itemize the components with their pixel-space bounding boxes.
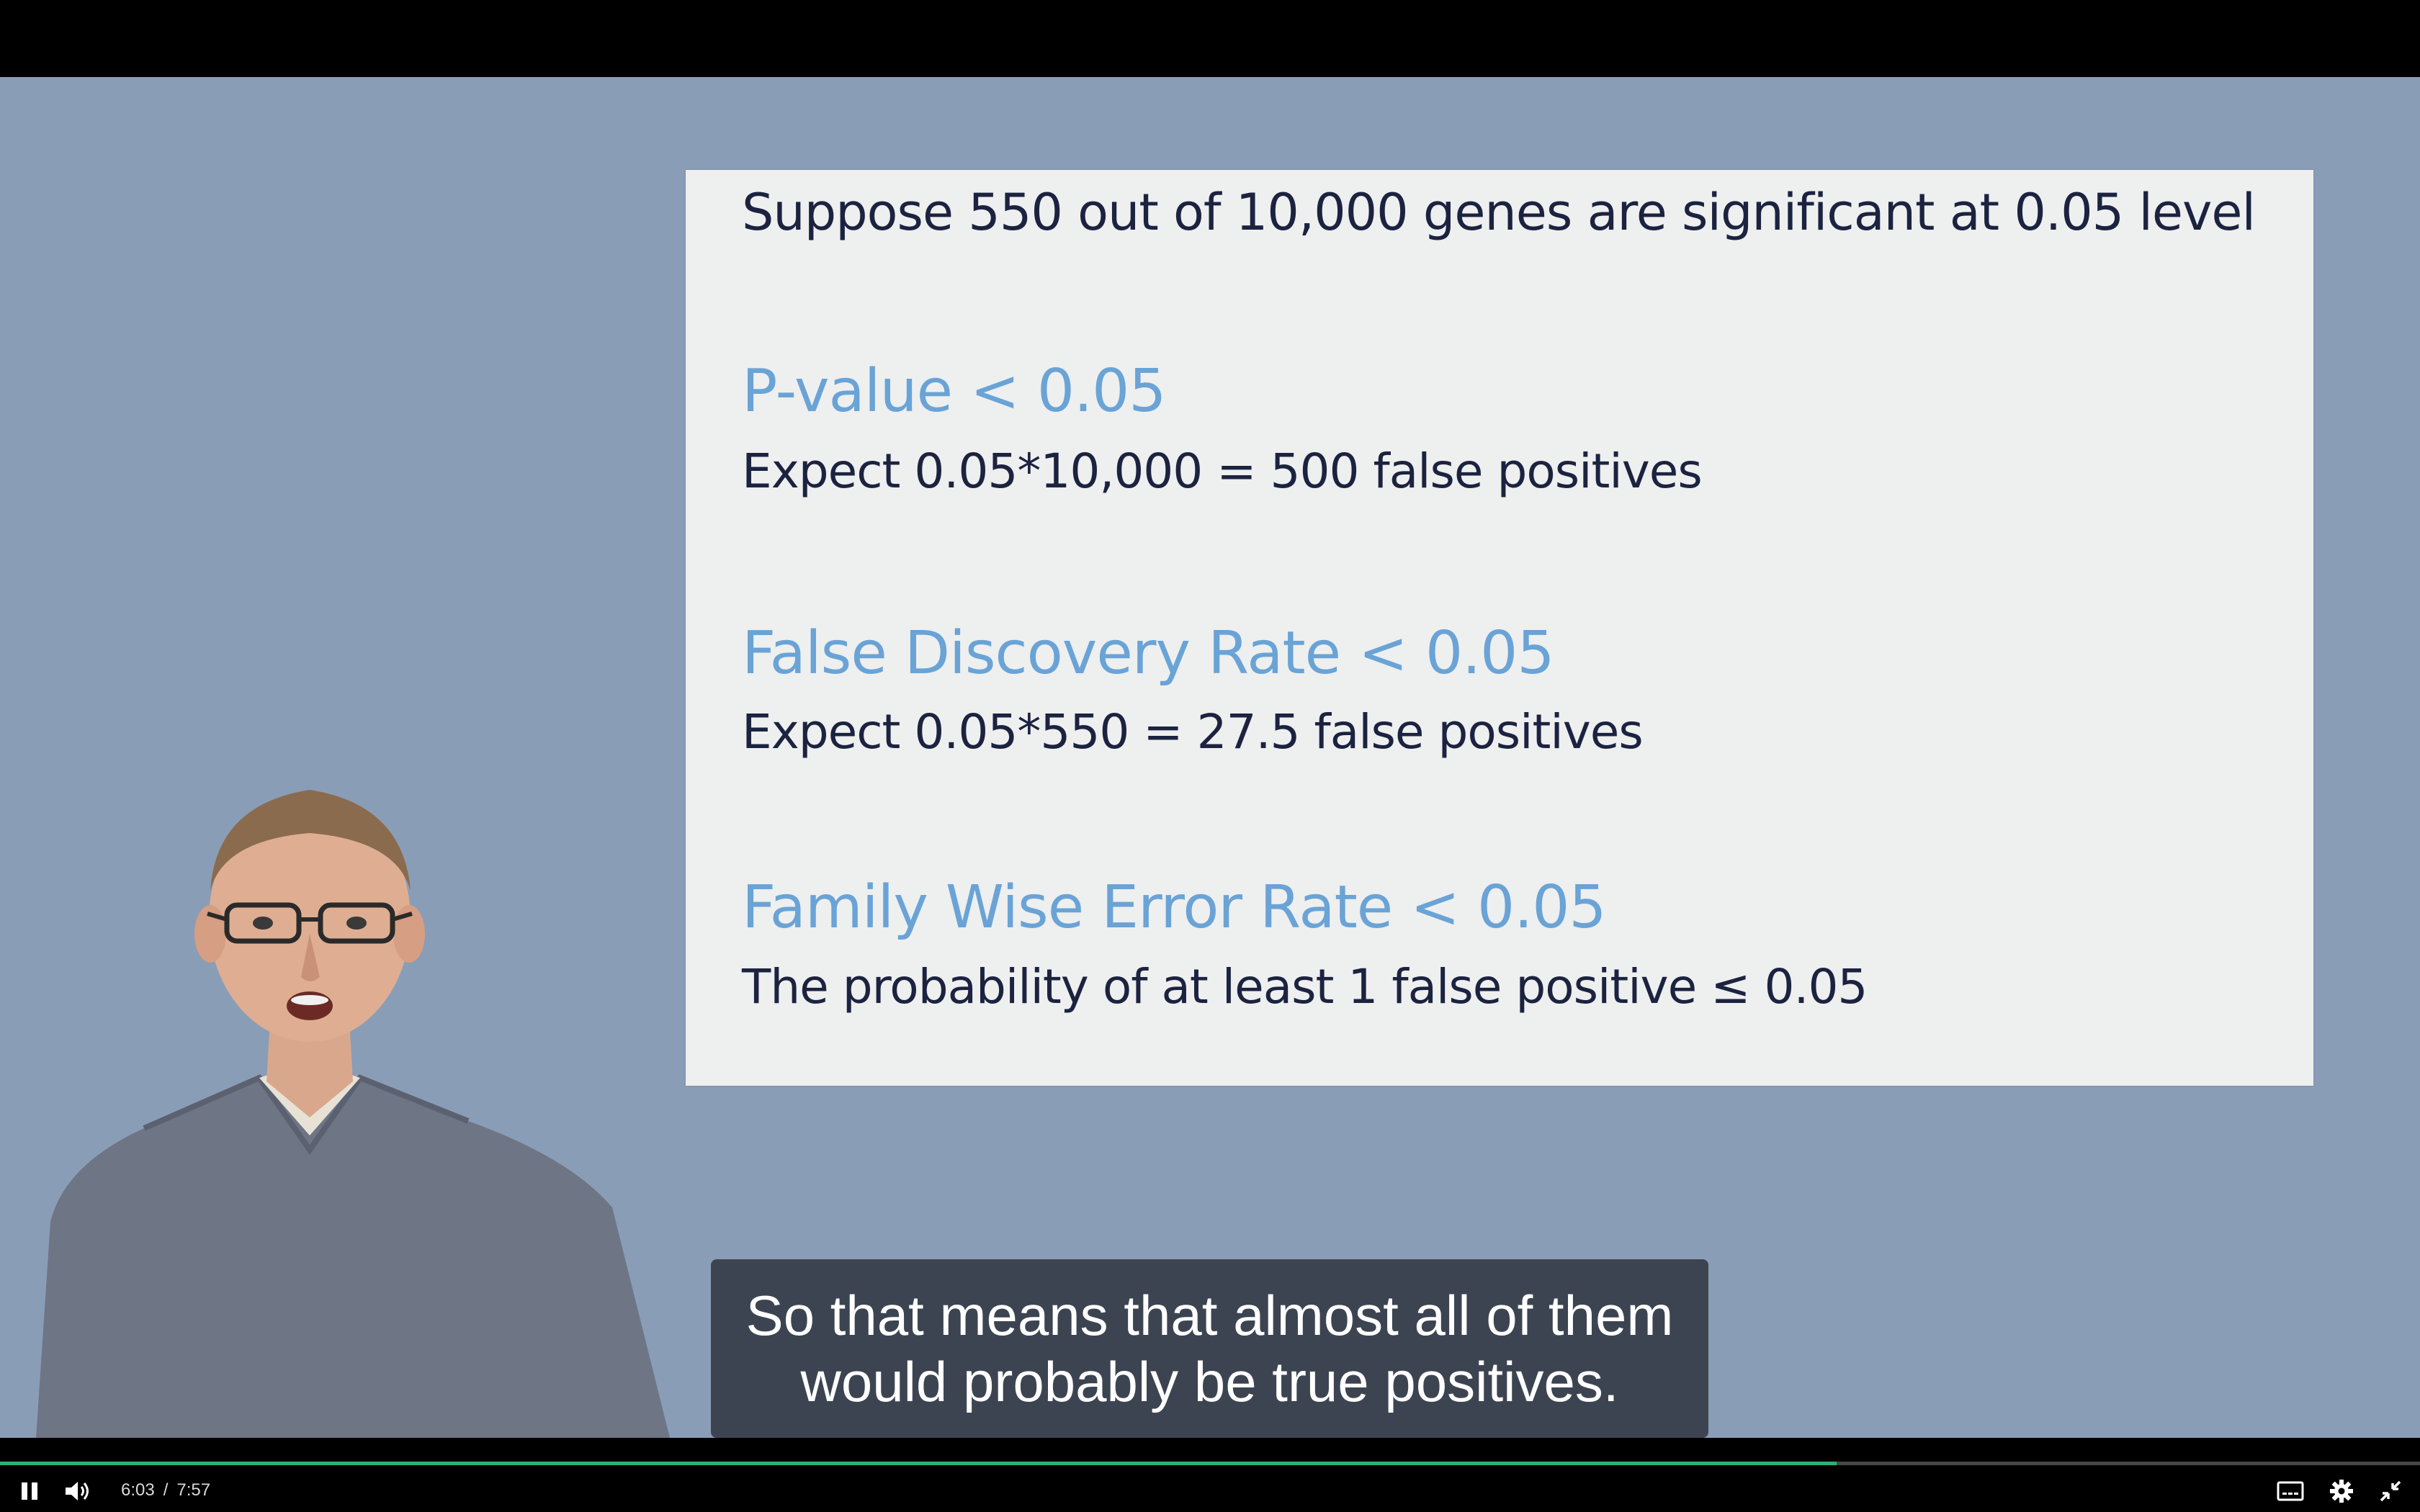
control-bar (0, 1469, 2420, 1512)
caption-line-1: So that means that almost all of them (745, 1284, 1674, 1347)
progress-bar[interactable] (0, 1462, 2420, 1465)
lecture-slide: Suppose 550 out of 10,000 genes are sign… (686, 170, 2313, 1086)
exit-fullscreen-icon[interactable] (2377, 1477, 2404, 1505)
time-display: 6:03 / 7:57 (121, 1480, 210, 1500)
time-separator: / (163, 1480, 169, 1500)
fdr-text: Expect 0.05*550 = 27.5 false positives (742, 704, 1644, 760)
slide-heading: Suppose 550 out of 10,000 genes are sign… (742, 183, 2256, 242)
pvalue-title: P-value < 0.05 (742, 357, 1166, 426)
progress-fill (0, 1462, 1837, 1465)
fdr-title: False Discovery Rate < 0.05 (742, 619, 1555, 688)
volume-icon[interactable] (62, 1478, 94, 1504)
duration: 7:57 (176, 1480, 211, 1500)
caption-line-2: would probably be true positives. (800, 1350, 1619, 1413)
pause-icon[interactable] (17, 1479, 42, 1503)
captions-icon[interactable] (2276, 1479, 2305, 1503)
current-time: 6:03 (121, 1480, 155, 1500)
video-frame[interactable]: Suppose 550 out of 10,000 genes are sign… (0, 77, 2420, 1438)
fwer-title: Family Wise Error Rate < 0.05 (742, 873, 1607, 942)
caption-box: So that means that almost all of them wo… (711, 1259, 1708, 1438)
settings-icon[interactable] (2328, 1477, 2355, 1505)
presenter-image (36, 790, 670, 1438)
pvalue-text: Expect 0.05*10,000 = 500 false positives (742, 444, 1703, 499)
fwer-text: The probability of at least 1 false posi… (742, 959, 1868, 1014)
